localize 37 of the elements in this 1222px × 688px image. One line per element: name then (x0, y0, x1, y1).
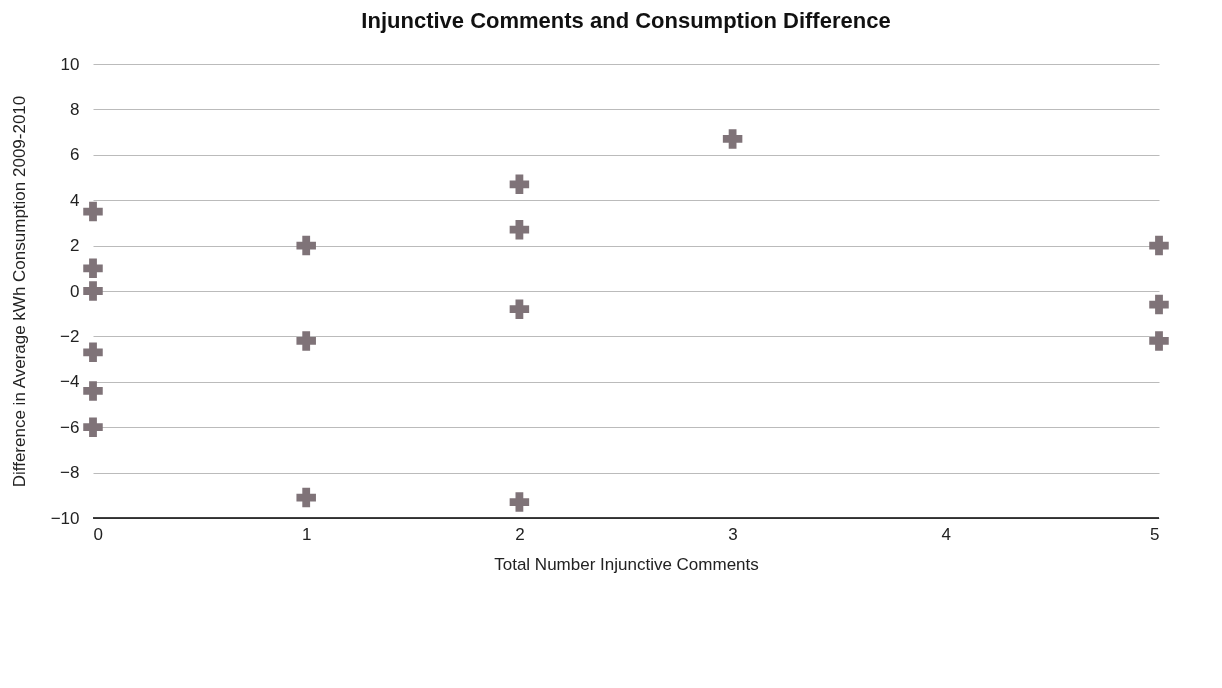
point (1149, 235, 1169, 256)
x-tick-label: 3 (728, 524, 738, 544)
y-tick-label: 6 (70, 145, 80, 165)
point (509, 492, 530, 512)
x-tick-label: 5 (1150, 524, 1160, 544)
point (1149, 331, 1169, 351)
y-tick-label: 10 (60, 54, 80, 74)
point (83, 201, 103, 222)
point (296, 487, 316, 508)
point (509, 219, 530, 240)
y-tick-label: 2 (70, 236, 80, 256)
x-tick-label: 4 (941, 524, 952, 544)
y-tick-label: 4 (70, 190, 80, 210)
point (83, 417, 103, 437)
x-tick-label: 2 (515, 524, 525, 544)
point (509, 299, 530, 319)
x-axis-title: Total Number Injunctive Comments (494, 554, 759, 574)
point (1149, 294, 1169, 315)
chart-title: Injunctive Comments and Consumption Difference (361, 8, 891, 33)
y-tick-label: −2 (60, 326, 80, 346)
point (83, 258, 103, 279)
y-tick-label: −4 (60, 372, 80, 392)
y-tick-label: −6 (60, 417, 80, 437)
point (83, 381, 103, 401)
point (83, 281, 103, 301)
y-tick-label: −8 (60, 463, 80, 483)
y-axis-title: Difference in Average kWh Consumption 2009-2010 (9, 95, 29, 488)
point (509, 174, 530, 195)
point (296, 331, 316, 351)
y-tick-label: 0 (70, 281, 80, 301)
point (83, 342, 103, 363)
y-tick-label: 8 (70, 99, 80, 119)
y-tick-label: −10 (50, 508, 80, 528)
x-tick-label: 0 (93, 524, 103, 544)
x-tick-label: 1 (301, 524, 312, 544)
point (296, 235, 316, 256)
point (722, 129, 743, 149)
